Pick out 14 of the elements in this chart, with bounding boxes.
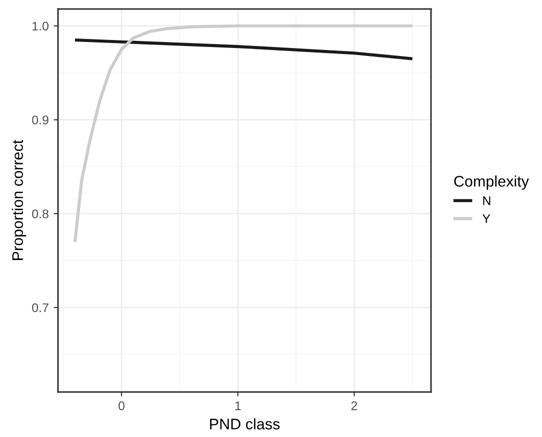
legend-label: Y (482, 214, 490, 223)
legend-label: N (483, 196, 490, 206)
legend-title: Complexity (454, 175, 529, 190)
x-tick-label: 2 (351, 401, 358, 410)
y-tick-label: 0.7 (32, 303, 48, 312)
line-series (73, 24, 414, 244)
y-axis-title: Proportion correct (12, 140, 26, 260)
x-tick-label: 1 (235, 401, 241, 410)
y-tick-label: 0.9 (32, 116, 48, 124)
x-tick-label: 0 (118, 401, 125, 410)
line-series (73, 38, 414, 60)
y-tick-label: 0.8 (32, 209, 48, 218)
x-axis-title: PND class (210, 418, 280, 430)
y-tick-label: 1.0 (32, 22, 48, 31)
